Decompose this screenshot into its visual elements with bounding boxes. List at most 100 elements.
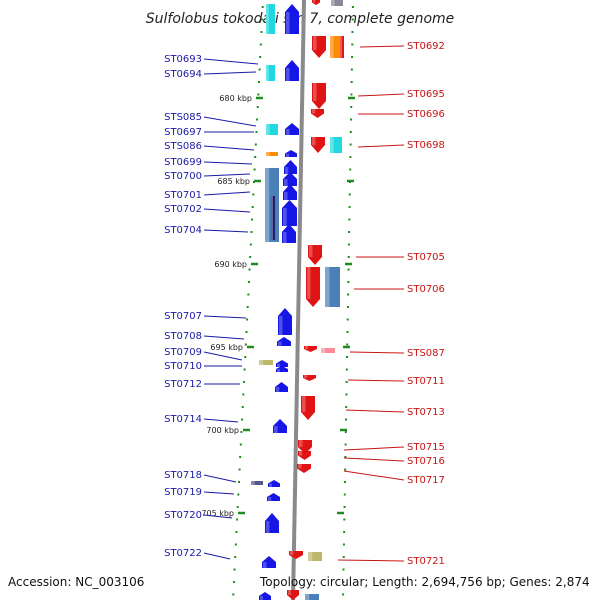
feature-cog-block — [330, 137, 342, 153]
feature-cog-block — [266, 4, 275, 34]
feature-reverse-arrow — [311, 137, 325, 153]
gene-label-left: ST0702 — [164, 204, 202, 215]
scale-dot-outer — [342, 581, 345, 583]
scale-dot-inner — [249, 256, 252, 258]
scale-dot-inner — [237, 481, 240, 483]
gene-label-right: ST0705 — [407, 252, 445, 263]
scale-dot-outer — [347, 268, 350, 271]
feature-pink-block — [321, 348, 335, 353]
scale-dot-outer — [346, 306, 349, 308]
feature-forward-arrow — [262, 556, 276, 568]
feature-forward-arrow — [283, 172, 297, 186]
feature-forward-arrow — [283, 184, 297, 200]
scale-dot-inner — [247, 281, 250, 283]
gene-label-left: ST0694 — [164, 69, 202, 80]
gene-label-left: ST0709 — [164, 347, 202, 358]
gene-label-right: ST0711 — [407, 376, 445, 387]
kbp-label: 705 kbp — [201, 509, 234, 518]
scale-dot-inner — [234, 556, 237, 558]
gene-label-leader — [203, 335, 245, 340]
gene-label-leader — [203, 145, 255, 151]
feature-cog-block — [266, 124, 278, 135]
feature-cog-block — [331, 0, 343, 6]
kbp-label: 695 kbp — [210, 343, 243, 352]
gene-label-leader — [203, 208, 251, 213]
scale-dot-inner — [255, 131, 258, 133]
gene-label-left: ST0699 — [164, 157, 202, 168]
feature-forward-arrow — [282, 200, 297, 226]
scale-dot-outer — [343, 531, 346, 533]
scale-dot-inner — [259, 43, 262, 46]
gene-label-leader — [347, 379, 405, 382]
scale-dots — [232, 6, 354, 596]
scale-dot-outer — [346, 318, 349, 321]
scale-dot-outer — [351, 56, 354, 58]
gene-label-left: ST0714 — [164, 414, 202, 425]
feature-reverse-arrow — [298, 440, 312, 454]
scale-dot-outer — [342, 568, 345, 571]
gene-label-leader — [203, 71, 257, 75]
feature-reverse-arrow — [287, 590, 299, 600]
feature-reverse-arrow — [312, 36, 326, 58]
feature-reverse-arrow — [308, 245, 322, 265]
gene-features — [251, 0, 344, 600]
gene-label-left: ST0708 — [164, 331, 202, 342]
gene-label-leader — [343, 446, 405, 451]
gene-label-leader — [343, 457, 405, 462]
scale-dot-inner — [236, 506, 239, 508]
scale-dot-inner — [245, 331, 248, 333]
scale-dot-inner — [261, 6, 264, 8]
feature-reverse-arrow — [297, 464, 311, 473]
gene-label-right: ST0716 — [407, 456, 445, 467]
scale-dot-inner — [254, 143, 257, 146]
gene-label-left: ST0704 — [164, 225, 202, 236]
gene-label-leader — [203, 474, 237, 483]
gene-label-leader — [343, 470, 405, 481]
gene-label-leader — [203, 58, 259, 65]
genome-backbone — [291, 0, 306, 600]
scale-dot-outer — [344, 468, 347, 471]
scale-dot-outer — [343, 506, 346, 508]
scale-dot-inner — [238, 468, 241, 471]
feature-reverse-arrow — [298, 451, 311, 460]
scale-dot-inner — [251, 218, 254, 221]
scale-dot-inner — [242, 381, 245, 383]
scale-dot-outer — [345, 418, 348, 421]
gene-label-right: ST0692 — [407, 41, 445, 52]
gene-label-leader — [359, 45, 405, 48]
scale-dot-inner — [244, 343, 247, 346]
scale-dot-outer — [351, 18, 354, 21]
scale-dot-inner — [233, 568, 236, 571]
kbp-label: 690 kbp — [214, 260, 247, 269]
scale-dot-outer — [343, 481, 346, 483]
scale-dot-inner — [250, 231, 253, 233]
gene-label-left: ST0719 — [164, 487, 202, 498]
gene-label-leader — [345, 409, 405, 413]
gene-label-leader — [203, 418, 239, 423]
scale-dot-inner — [246, 318, 249, 321]
feature-cog-block — [266, 65, 275, 81]
feature-reverse-arrow — [289, 551, 303, 559]
gene-label-leader — [203, 315, 247, 319]
scale-dot-inner — [239, 456, 242, 458]
kbp-label: 700 kbp — [206, 426, 239, 435]
feature-forward-arrow — [285, 4, 299, 34]
scale-dot-inner — [256, 118, 259, 121]
scale-dot-outer — [350, 106, 353, 108]
feature-reverse-arrow — [306, 267, 320, 307]
gene-label-left: ST0718 — [164, 470, 202, 481]
scale-dot-outer — [349, 131, 352, 133]
scale-dot-outer — [349, 168, 352, 171]
gene-label-leader — [203, 173, 251, 177]
scale-dot-outer — [347, 293, 350, 296]
gene-label-left: ST0693 — [164, 54, 202, 65]
feature-cog-block — [325, 267, 340, 307]
right-gene-labels: ST0692 ST0695 ST0696 ST0698 ST0705 ST0706 STS0… — [337, 41, 445, 567]
gene-label-left: ST0707 — [164, 311, 202, 322]
gene-label-right: ST0695 — [407, 89, 445, 100]
scale-dot-inner — [258, 68, 261, 71]
feature-orange-block — [330, 36, 342, 58]
gene-label-leader — [357, 93, 405, 97]
scale-dot-outer — [350, 81, 353, 83]
